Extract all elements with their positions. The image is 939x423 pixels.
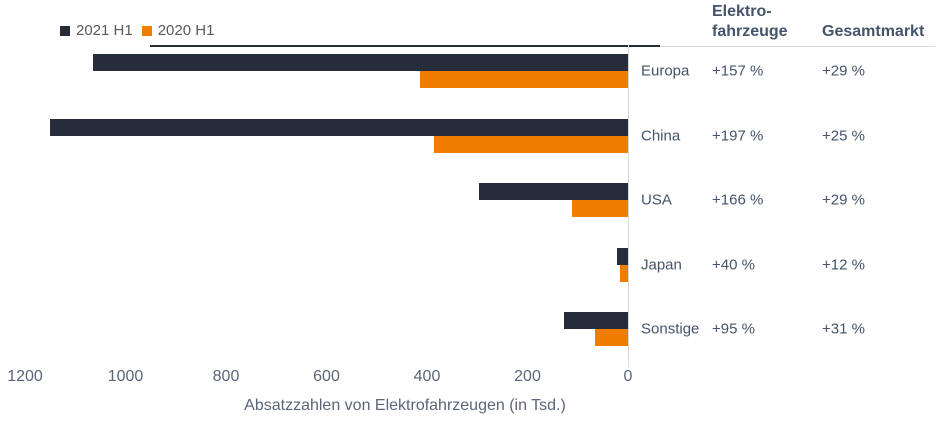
total-growth-usa: +29 % [822,191,865,209]
column-header-elektrofahrzeuge-line2: fahrzeuge [712,23,788,40]
legend-swatch-2020-icon [141,25,152,36]
ev-growth-japan: +40 % [712,256,755,273]
x-tick-400: 400 [413,368,441,385]
bar-2020-h1-usa [572,200,628,217]
column-header-elektrofahrzeuge-line1: Elektro- [712,3,772,20]
zero-axis-line [628,45,629,367]
category-label-japan: Japan [641,256,682,273]
category-label-sonstige: Sonstige [641,320,700,338]
x-tick-200: 200 [514,368,541,385]
ev-growth-europa: +157 % [712,62,764,80]
legend-label-2021: 2021 H1 [76,22,133,39]
x-tick-800: 800 [212,368,240,385]
ev-growth-china: +197 % [712,127,764,144]
x-tick-1200: 1200 [7,368,43,385]
category-label-usa: USA [641,191,672,209]
legend-label-2020: 2020 H1 [157,22,215,39]
column-header-elektrofahrzeuge: Elektro- fahrzeuge [712,2,788,42]
legend-item-2020-h1: 2020 H1 [141,22,215,39]
bar-2021-h1-europa [92,54,628,71]
total-growth-japan: +12 % [822,256,865,273]
total-growth-china: +25 % [822,127,865,144]
bar-2020-h1-europa [419,71,628,88]
legend: 2021 H1 2020 H1 [60,22,214,39]
ev-growth-sonstige: +95 % [712,320,755,338]
x-tick-1000: 1000 [107,368,144,385]
ev-growth-usa: +166 % [712,191,764,209]
total-growth-europa: +29 % [822,62,865,80]
bar-2020-h1-china [433,135,628,153]
bar-2020-h1-japan [619,264,628,282]
x-tick-0: 0 [623,368,633,385]
bar-2021-h1-sonstige [564,312,628,329]
column-header-gesamtmarkt: Gesamtmarkt [822,23,925,40]
category-label-europa: Europa [641,62,690,80]
legend-swatch-2021-icon [60,25,70,36]
x-tick-600: 600 [313,368,340,385]
header-divider-dark [150,45,660,47]
bar-2020-h1-sonstige [594,329,628,346]
total-growth-sonstige: +31 % [822,320,865,338]
header-divider-light [660,46,935,47]
legend-item-2021-h1: 2021 H1 [60,22,133,39]
x-axis-title: Absatzzahlen von Elektrofahrzeugen (in T… [244,397,566,414]
bar-2021-h1-usa [478,183,628,200]
bar-2021-h1-japan [616,247,628,265]
bar-2021-h1-china [50,118,628,136]
category-label-china: China [641,127,681,144]
